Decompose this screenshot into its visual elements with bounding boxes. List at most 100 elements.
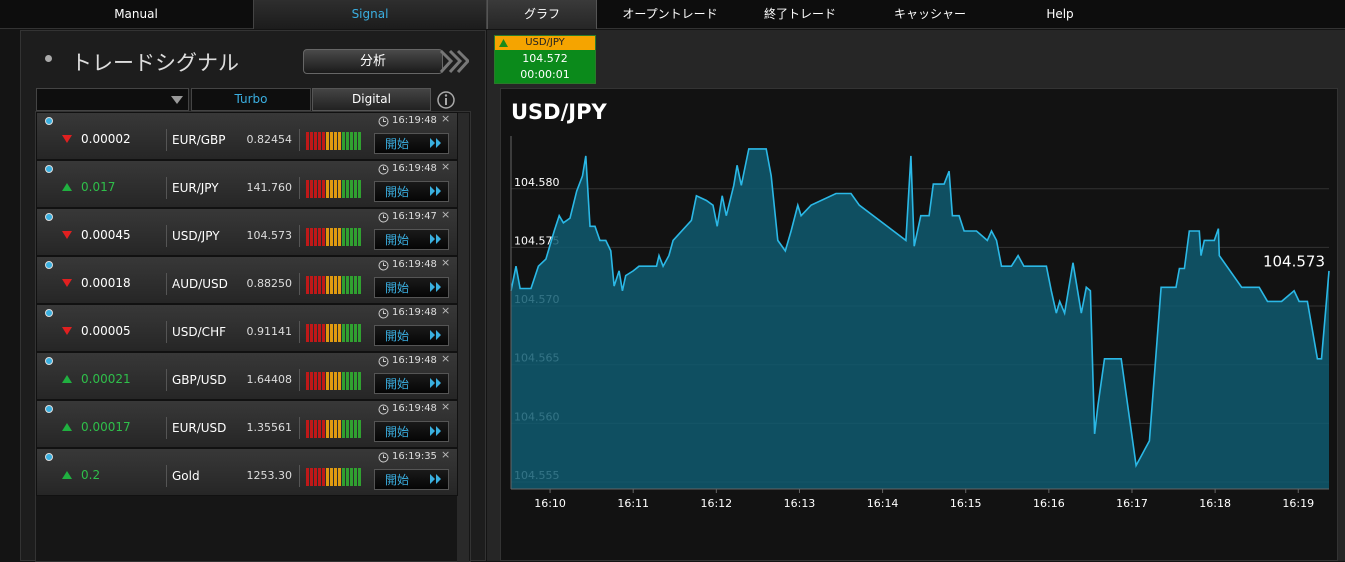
close-icon[interactable]: × (441, 400, 451, 413)
start-label: 開始 (385, 233, 410, 247)
up-arrow (499, 39, 508, 47)
divider (166, 177, 167, 199)
ticker-price: 104.572 (522, 52, 568, 65)
divider (166, 417, 167, 439)
start-button[interactable]: 開始 (374, 229, 449, 250)
start-button[interactable]: 開始 (374, 277, 449, 298)
signal-price: 1.64408 (246, 373, 293, 386)
ticker[interactable]: USD/JPY 104.572 00:00:01 (494, 35, 596, 84)
strength-meter (306, 228, 361, 246)
start-label: 開始 (385, 473, 410, 487)
signal-row: 16:19:48 × 0.00018 AUD/USD 0.88250 開始 (36, 256, 458, 304)
nav-item[interactable]: Signal (253, 0, 487, 29)
strength-meter (306, 324, 361, 342)
signal-change: 0.00005 (81, 324, 131, 338)
status-dot (45, 117, 53, 125)
divider (166, 321, 167, 343)
signal-time: 16:19:48 (392, 259, 437, 270)
strength-meter (306, 132, 361, 150)
x-tick-label: 16:18 (1199, 497, 1231, 510)
signal-change: 0.00018 (81, 276, 131, 290)
signal-pair: GBP/USD (172, 373, 227, 387)
start-label: 開始 (385, 137, 410, 151)
signal-change: 0.00017 (81, 420, 131, 434)
signal-time: 16:19:48 (392, 115, 437, 126)
strength-meter (306, 372, 361, 390)
signal-pair: EUR/JPY (172, 181, 219, 195)
close-icon[interactable]: × (441, 208, 451, 221)
dropdown-arrow (171, 96, 183, 104)
close-icon[interactable]: × (441, 112, 451, 125)
x-tick-label: 16:12 (700, 497, 732, 510)
nav-item[interactable]: オープントレード (622, 7, 718, 21)
dropdown[interactable] (36, 88, 189, 111)
x-tick-label: 16:13 (784, 497, 816, 510)
start-label: 開始 (385, 329, 410, 343)
start-label: 開始 (385, 281, 410, 295)
signal-time: 16:19:35 (392, 451, 437, 462)
start-button[interactable]: 開始 (374, 133, 449, 154)
nav-item[interactable]: キャッシャー (893, 7, 966, 21)
y-tick-label: 104.580 (514, 176, 560, 189)
status-dot (45, 453, 53, 461)
close-icon[interactable]: × (441, 448, 451, 461)
info-icon[interactable] (435, 89, 457, 111)
signal-time: 16:19:47 (392, 211, 437, 222)
status-dot (45, 261, 53, 269)
signal-pair: Gold (172, 469, 200, 483)
signal-change: 0.017 (81, 180, 116, 194)
status-dot (45, 213, 53, 221)
divider (299, 465, 300, 487)
double-arrow (430, 378, 441, 388)
tab-turbo[interactable]: Turbo (191, 88, 311, 111)
direction-arrow (62, 135, 72, 143)
start-label: 開始 (385, 185, 410, 199)
double-arrow (430, 426, 441, 436)
start-button[interactable]: 開始 (374, 181, 449, 202)
signal-change: 0.00045 (81, 228, 131, 242)
signal-price: 0.88250 (246, 277, 293, 290)
strength-meter (306, 180, 361, 198)
chevrons (439, 49, 469, 74)
divider (299, 225, 300, 247)
analyze-button[interactable]: 分析 (303, 49, 443, 74)
ticker-header (495, 36, 595, 50)
signal-pair: EUR/GBP (172, 133, 226, 147)
signal-price: 0.91141 (246, 325, 293, 338)
signal-price: 1.35561 (246, 421, 293, 434)
nav-item[interactable]: 終了トレード (763, 7, 836, 21)
x-tick-label: 16:14 (867, 497, 899, 510)
status-dot (45, 309, 53, 317)
double-arrow (430, 474, 441, 484)
direction-arrow (62, 183, 72, 191)
start-button[interactable]: 開始 (374, 421, 449, 442)
clock-icon (378, 452, 389, 463)
close-icon[interactable]: × (441, 160, 451, 173)
signal-row: 16:19:48 × 0.00017 EUR/USD 1.35561 開始 (36, 400, 458, 448)
clock-icon (378, 404, 389, 415)
divider (166, 225, 167, 247)
double-arrow (430, 186, 441, 196)
start-label: 開始 (385, 377, 410, 391)
start-button[interactable]: 開始 (374, 373, 449, 394)
nav-item[interactable]: Help (1046, 7, 1074, 21)
divider (299, 273, 300, 295)
tab-digital[interactable]: Digital (312, 88, 431, 111)
close-icon[interactable]: × (441, 352, 451, 365)
divider (299, 177, 300, 199)
close-icon[interactable]: × (441, 256, 451, 269)
nav-item[interactable]: グラフ (487, 0, 597, 29)
x-tick-label: 16:19 (1282, 497, 1314, 510)
nav-item[interactable]: Manual (114, 7, 158, 21)
double-arrow (430, 138, 441, 148)
start-label: 開始 (385, 425, 410, 439)
clock-icon (378, 116, 389, 127)
close-icon[interactable]: × (441, 304, 451, 317)
signal-change: 0.2 (81, 468, 101, 482)
nav-bar: Manual Signal グラフ オープントレード 終了トレード キャッシャー Help (0, 0, 1345, 29)
double-arrow (430, 234, 441, 244)
start-button[interactable]: 開始 (374, 469, 449, 490)
start-button[interactable]: 開始 (374, 325, 449, 346)
ticker-timer: 00:00:01 (520, 68, 570, 81)
